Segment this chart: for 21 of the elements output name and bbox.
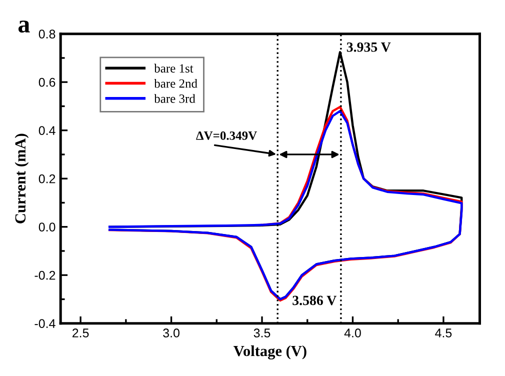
ref-line-label: 3.586 V — [292, 296, 336, 306]
y-tick-label: -0.4 — [34, 319, 56, 328]
legend-label: bare 1st — [154, 64, 194, 73]
x-tick-label: 4.0 — [344, 328, 361, 338]
text: a — [18, 20, 30, 33]
y-tick-label: 0.2 — [38, 174, 56, 184]
x-axis-title: Voltage (V) — [234, 345, 306, 360]
x-tick-label: 3.5 — [254, 328, 270, 338]
x-tick-label: 4.5 — [435, 328, 452, 338]
ref-line-label: 3.935 V — [346, 42, 391, 52]
y-tick-label: -0.2 — [34, 270, 56, 280]
legend-label: bare 2nd — [154, 78, 198, 88]
y-tick-label: 0.8 — [38, 30, 56, 38]
y-axis-title: Current (mA) — [14, 134, 29, 224]
annotation: ΔV=0.349V — [196, 131, 257, 140]
legend-label: bare 3rd — [154, 94, 196, 103]
x-tick-label: 3.0 — [163, 328, 180, 338]
x-tick-label: 2.5 — [72, 328, 89, 338]
y-tick-label: 0.0 — [38, 222, 56, 232]
y-tick-label: 0.6 — [38, 78, 56, 87]
y-tick-label: 0.4 — [38, 126, 56, 135]
